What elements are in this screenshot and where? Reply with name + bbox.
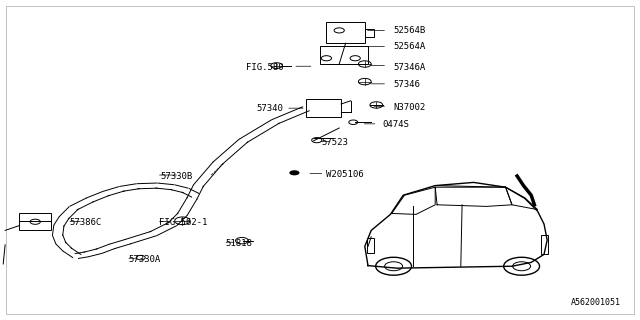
Text: 57523: 57523 xyxy=(321,138,348,147)
Text: W205106: W205106 xyxy=(326,170,364,179)
Text: 0474S: 0474S xyxy=(382,120,409,129)
Text: FIG.562-1: FIG.562-1 xyxy=(159,218,207,227)
Bar xyxy=(19,213,51,230)
Text: 57386C: 57386C xyxy=(69,218,101,227)
Text: 57340: 57340 xyxy=(256,104,283,113)
Text: 52564A: 52564A xyxy=(394,42,426,51)
Text: 57346: 57346 xyxy=(394,80,420,89)
Bar xyxy=(320,46,368,64)
Text: A562001051: A562001051 xyxy=(571,298,621,307)
Bar xyxy=(367,238,374,253)
Text: 52564B: 52564B xyxy=(394,26,426,35)
Bar xyxy=(365,29,374,37)
Circle shape xyxy=(289,170,300,175)
Text: 51818: 51818 xyxy=(225,239,252,248)
Text: 57346A: 57346A xyxy=(394,63,426,72)
Text: FIG.580: FIG.580 xyxy=(246,63,284,72)
Bar xyxy=(306,99,341,117)
Bar xyxy=(541,235,548,254)
Text: N37002: N37002 xyxy=(394,103,426,112)
Text: 57330B: 57330B xyxy=(160,172,192,180)
Text: 57330A: 57330A xyxy=(128,255,160,264)
Bar xyxy=(326,22,365,43)
